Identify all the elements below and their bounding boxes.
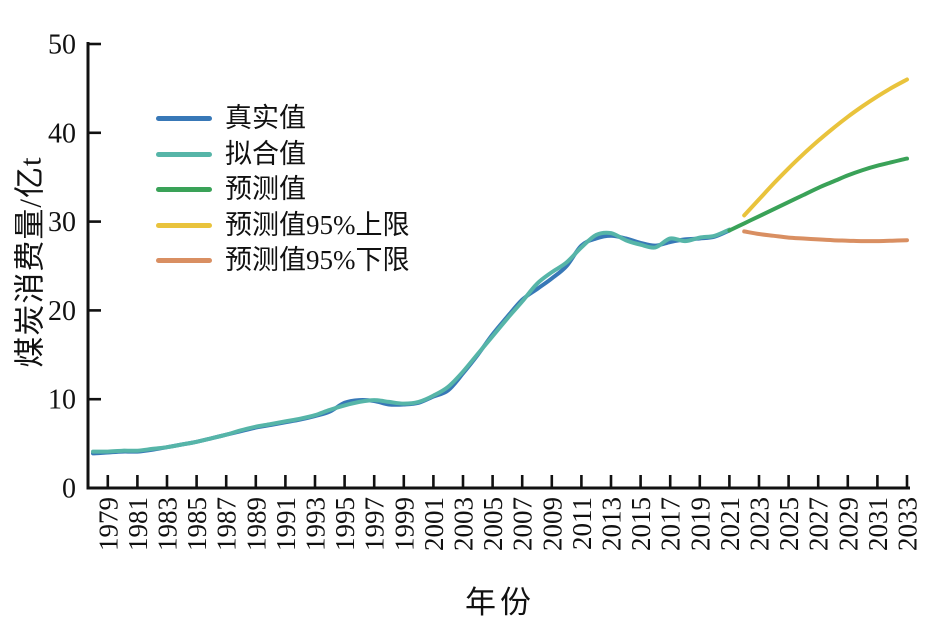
legend: 真实值拟合值预测值预测值95%上限 预测值95%下限 [156, 101, 410, 279]
x-tick-label: 2001 [419, 497, 449, 551]
legend-swatch-actual [156, 116, 212, 122]
axis-spines [86, 42, 910, 490]
x-tick-label: 2009 [537, 497, 567, 551]
y-tick-label: 50 [48, 30, 76, 61]
legend-label-predicted: 预测值 [225, 174, 306, 205]
x-tick-label: 2011 [567, 497, 597, 550]
x-tick-label: 2031 [863, 497, 893, 551]
x-tick-label: 2019 [685, 497, 715, 551]
x-tick-label: 1995 [330, 497, 360, 551]
legend-swatch-fitted [156, 151, 212, 157]
legend-swatch-lower-95 [156, 258, 212, 264]
x-tick-label: 2021 [715, 497, 745, 551]
legend-swatch-upper-95 [156, 222, 212, 228]
x-tick-label: 1989 [241, 497, 271, 551]
y-tick-label: 30 [48, 207, 76, 238]
legend-label-fitted: 拟合值 [225, 138, 306, 169]
x-axis-title: 年份 [465, 585, 535, 620]
x-tick-label: 2023 [745, 497, 775, 551]
x-tick-label: 2003 [449, 497, 479, 551]
x-tick-label: 2029 [833, 497, 863, 551]
x-tick-label: 2013 [597, 497, 627, 551]
legend-label-actual: 真实值 [225, 103, 306, 134]
x-tick-label: 1985 [182, 497, 212, 551]
x-tick-label: 1979 [93, 497, 123, 551]
y-tick-label: 20 [48, 296, 76, 327]
x-tick-label: 2007 [508, 497, 538, 551]
y-tick-label: 0 [62, 474, 76, 505]
legend-item-upper-95: 预测值95%上限 [156, 208, 410, 244]
legend-label-lower-95: 预测值95%下限 [225, 245, 410, 276]
x-tick-label: 1987 [212, 497, 242, 551]
y-axis-title: 煤炭消费量/亿t [12, 156, 48, 368]
y-tick-label: 10 [48, 385, 76, 416]
y-tick-label: 40 [48, 118, 76, 149]
legend-item-actual: 真实值 [156, 101, 410, 137]
series-line-lower-95 [742, 229, 909, 244]
x-tick-label: 1983 [153, 497, 183, 551]
x-tick-label: 2033 [893, 497, 923, 551]
legend-item-fitted: 拟合值 [156, 137, 410, 173]
legend-item-lower-95: 预测值95%下限 [156, 243, 410, 279]
x-tick-label: 2027 [804, 497, 834, 551]
x-tick-label: 1991 [271, 497, 301, 551]
legend-label-upper-95: 预测值95%上限 [225, 209, 410, 240]
x-tick-label: 1999 [389, 497, 419, 551]
series-line-upper-95 [742, 77, 909, 218]
series-line-predicted [727, 156, 909, 233]
x-tick-label: 2017 [656, 497, 686, 551]
x-tick-label: 1997 [360, 497, 390, 551]
x-tick-label: 1981 [123, 497, 153, 551]
series-line-fitted [91, 227, 732, 454]
x-tick-label: 2025 [774, 497, 804, 551]
x-tick-label: 1993 [301, 497, 331, 551]
legend-item-predicted: 预测值 [156, 172, 410, 208]
x-tick-label: 2015 [626, 497, 656, 551]
legend-swatch-predicted [156, 187, 212, 193]
x-tick-label: 2005 [478, 497, 508, 551]
